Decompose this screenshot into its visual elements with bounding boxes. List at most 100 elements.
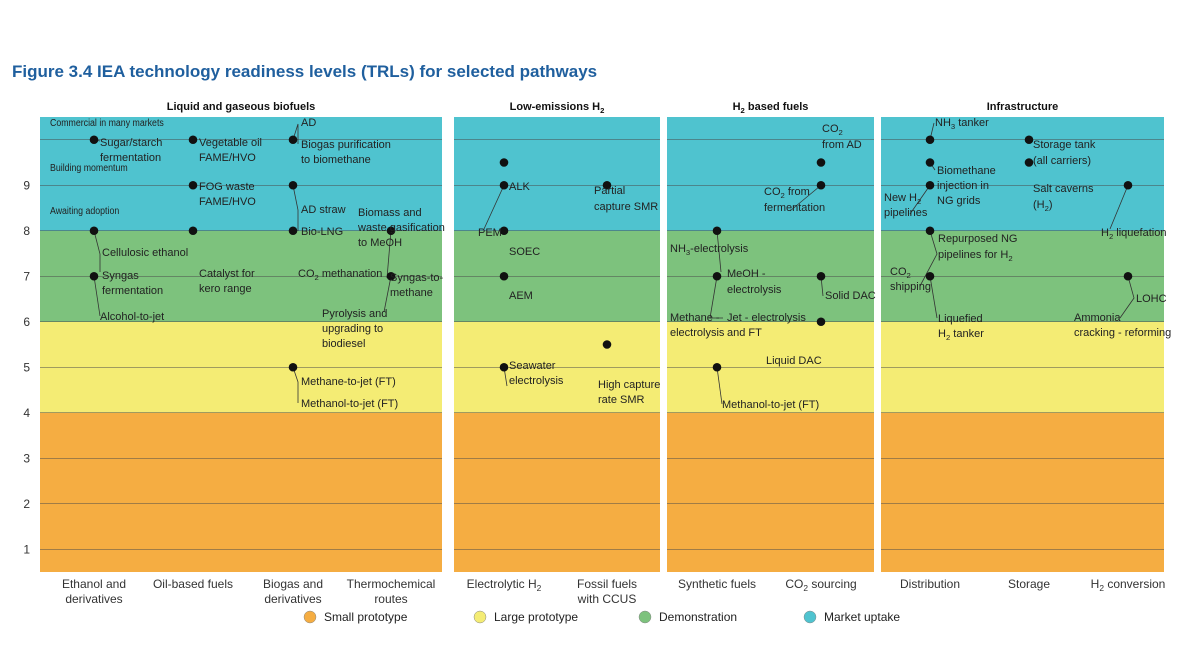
category-label: Oil-based fuels: [153, 577, 233, 591]
data-point: [925, 135, 935, 145]
point-label: pipelines for H2: [938, 249, 1013, 263]
panel-title: Liquid and gaseous biofuels: [167, 101, 316, 113]
point-label: ALK: [509, 181, 530, 193]
point-label: kero range: [199, 283, 252, 295]
point-label: injection in: [937, 180, 989, 192]
leader-lines: [93, 122, 1135, 405]
legend-label: Small prototype: [324, 610, 408, 624]
data-point: [499, 226, 509, 236]
category-label: Thermochemical: [347, 577, 436, 591]
data-point: [925, 158, 935, 167]
data-point: [816, 180, 826, 190]
point-label: (H2): [1033, 199, 1053, 213]
band-market-uptake: [667, 117, 874, 231]
data-point: [499, 158, 509, 167]
point-label: Pyrolysis and: [322, 308, 387, 320]
point-label: Jet - electrolysis: [727, 312, 806, 324]
point-label: CO2 methanation: [298, 268, 382, 282]
category-label: Storage: [1008, 577, 1050, 591]
point-label: FOG waste: [199, 181, 255, 193]
category-label: Biogas and: [263, 577, 323, 591]
panel-title: H2 based fuels: [733, 101, 809, 115]
band-market-uptake: [454, 117, 660, 231]
point-label: Vegetable oil: [199, 137, 262, 149]
data-point: [288, 180, 298, 190]
data-point: [925, 180, 935, 190]
data-point: [712, 362, 722, 372]
data-point: [89, 271, 99, 281]
data-point: [188, 226, 198, 236]
point-label: Ammonia: [1074, 312, 1121, 324]
leader-line: [909, 185, 931, 215]
leader-line: [716, 230, 722, 273]
y-tick-label: 8: [23, 224, 30, 238]
y-axis: 1 2 3 4 5 6 7 8 9: [23, 178, 30, 556]
point-label: NG grids: [937, 195, 981, 207]
point-label: LOHC: [1136, 293, 1167, 305]
leader-line: [929, 276, 938, 319]
data-point: [816, 317, 826, 327]
leader-line: [383, 276, 392, 313]
point-label: fermentation: [102, 285, 163, 297]
band-small-prototype: [40, 412, 442, 572]
point-label: AD straw: [301, 204, 346, 216]
point-label: pipelines: [884, 207, 928, 219]
point-label: CO2: [822, 123, 843, 137]
data-point: [816, 271, 826, 281]
leader-line: [1109, 185, 1129, 230]
data-point: [499, 271, 509, 281]
point-label: FAME/HVO: [199, 152, 256, 164]
point-label: Seawater: [509, 360, 556, 372]
data-point: [925, 271, 935, 281]
point-label: cracking - reforming: [1074, 327, 1171, 339]
point-label: Methane-to-jet (FT): [301, 376, 396, 388]
category-label: Distribution: [900, 577, 960, 591]
point-label: shipping: [890, 281, 931, 293]
point-label: to biomethane: [301, 154, 371, 166]
point-label: Methane -: [670, 312, 720, 324]
leader-line: [93, 230, 101, 272]
point-labels: Sugar/starch fermentation Cellulosic ethan…: [100, 117, 1171, 411]
data-point: [712, 271, 722, 281]
data-point: [188, 180, 198, 190]
point-label: CO2: [890, 266, 911, 280]
data-point: [1123, 271, 1133, 281]
point-label: methane: [390, 287, 433, 299]
leader-line: [716, 367, 723, 405]
point-label: Salt caverns: [1033, 183, 1094, 195]
category-label: Ethanol and: [62, 577, 126, 591]
legend-swatch: [638, 610, 652, 624]
y-tick-label: 2: [23, 497, 30, 511]
category-label: Electrolytic H2: [467, 577, 542, 593]
point-label: NH3-electrolysis: [670, 243, 749, 257]
point-label: H2 tanker: [938, 328, 984, 342]
leader-line: [292, 123, 299, 144]
data-points: [89, 135, 1133, 372]
point-label: Storage tank: [1033, 139, 1096, 151]
data-point: [816, 158, 826, 167]
point-label: Alcohol-to-jet: [100, 311, 164, 323]
legend-label: Large prototype: [494, 610, 578, 624]
category-label: with CCUS: [577, 592, 637, 606]
band-small-prototype: [454, 412, 660, 572]
point-label: fermentation: [100, 152, 161, 164]
point-label: MeOH -: [727, 268, 766, 280]
point-label: Repurposed NG: [938, 233, 1018, 245]
legend-label: Market uptake: [824, 610, 900, 624]
point-label: Cellulosic ethanol: [102, 247, 188, 259]
point-label: AEM: [509, 290, 533, 302]
figure-title: Figure 3.4 IEA technology readiness leve…: [12, 62, 598, 81]
legend-label: Demonstration: [659, 610, 737, 624]
leader-line: [483, 185, 505, 230]
data-point: [499, 362, 509, 372]
point-label: AD: [301, 117, 316, 129]
category-label: derivatives: [264, 592, 321, 606]
category-label: H2 conversion: [1091, 577, 1166, 593]
y-tick-label: 1: [23, 542, 30, 556]
data-point: [499, 180, 509, 190]
data-point: [925, 226, 935, 236]
point-label: Biomethane: [937, 165, 996, 177]
level-label: Building momentum: [50, 161, 128, 173]
point-label: to MeOH: [358, 237, 402, 249]
